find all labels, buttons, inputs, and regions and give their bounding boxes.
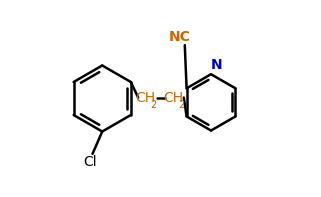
Text: NC: NC: [169, 30, 191, 44]
Text: CH: CH: [135, 91, 155, 105]
Text: 2: 2: [151, 100, 157, 110]
Text: 2: 2: [179, 100, 185, 110]
Text: CH: CH: [163, 91, 183, 105]
Text: Cl: Cl: [83, 155, 96, 169]
Text: N: N: [211, 58, 223, 72]
